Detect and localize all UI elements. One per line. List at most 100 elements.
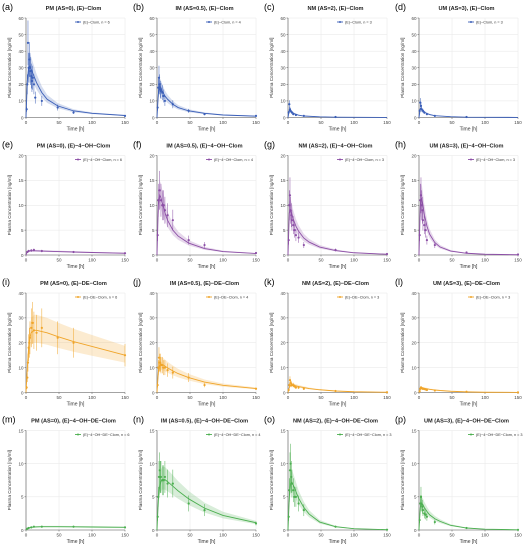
data-point: [465, 390, 468, 393]
y-tick-label: 0: [414, 528, 417, 533]
legend-marker: [208, 21, 210, 23]
x-axis-label: Time [h]: [460, 402, 478, 408]
data-point: [35, 331, 38, 334]
y-tick-label: 30: [280, 316, 286, 321]
y-tick-label: 5: [414, 228, 417, 233]
legend-label: (E)−4−OH−Clom, n = 3: [476, 158, 515, 162]
data-point: [297, 502, 300, 505]
x-tick-label: 0: [287, 395, 290, 400]
data-point: [433, 114, 436, 117]
data-point: [287, 238, 290, 242]
data-point: [72, 525, 75, 528]
y-tick-label: 15: [18, 178, 24, 183]
legend-marker: [77, 158, 79, 161]
y-tick-label: 50: [149, 32, 155, 37]
y-tick-label: 0: [21, 115, 24, 120]
y-tick-label: 0: [283, 528, 286, 533]
panel-letter: (o): [264, 415, 275, 425]
y-tick-label: 30: [280, 66, 286, 71]
data-point: [289, 109, 292, 112]
data-point: [171, 103, 174, 106]
x-tick-label: 50: [449, 533, 455, 538]
data-point: [290, 482, 294, 485]
legend-label: (E)−DE−Clom, n = 6: [83, 295, 117, 299]
y-tick-label: 30: [149, 316, 155, 321]
x-tick-label: 50: [56, 258, 62, 263]
data-point: [162, 204, 165, 207]
panel-letter: (h): [395, 140, 406, 150]
data-point: [157, 199, 160, 202]
y-tick-label: 10: [280, 461, 286, 466]
data-point: [385, 528, 389, 531]
x-tick-label: 150: [252, 533, 260, 538]
y-tick-label: 20: [280, 341, 286, 346]
data-point: [418, 518, 421, 522]
y-tick-label: 10: [18, 365, 24, 370]
y-axis-label: Plasma Concentration [ng/ml]: [269, 313, 274, 373]
x-tick-label: 100: [219, 395, 227, 400]
y-tick-label: 20: [280, 153, 286, 158]
x-tick-label: 50: [318, 533, 324, 538]
x-axis-label: Time [h]: [329, 264, 347, 270]
x-tick-label: 0: [25, 533, 28, 538]
data-point: [418, 390, 421, 393]
data-point: [297, 236, 300, 239]
x-tick-label: 100: [88, 120, 96, 125]
y-tick-label: 40: [18, 291, 24, 296]
confidence-band: [419, 183, 518, 255]
legend-label: (E)−Clom, n = 3: [476, 20, 503, 24]
y-tick-label: 5: [283, 495, 286, 500]
y-tick-label: 15: [18, 428, 24, 433]
data-point: [171, 371, 174, 374]
y-tick-label: 60: [18, 16, 24, 21]
data-point: [294, 495, 298, 498]
y-tick-label: 40: [149, 291, 155, 296]
y-tick-label: 0: [152, 115, 155, 120]
x-tick-label: 150: [383, 258, 391, 263]
y-tick-label: 15: [411, 178, 417, 183]
y-tick-label: 0: [414, 115, 417, 120]
data-point: [254, 522, 258, 525]
data-point: [32, 329, 36, 332]
data-point: [203, 383, 206, 387]
panel-title: NM (AS=2), (E)−DE−Clom: [302, 281, 369, 287]
data-point: [30, 249, 33, 252]
y-axis-label: Plasma Concentration [ng/ml]: [7, 450, 12, 510]
legend-label: (E)−Clom, n = 4: [214, 20, 241, 24]
x-tick-label: 150: [252, 258, 260, 263]
y-tick-label: 5: [21, 228, 24, 233]
confidence-band: [157, 78, 256, 118]
x-tick-label: 150: [514, 533, 522, 538]
data-point: [419, 104, 423, 107]
data-point: [56, 336, 59, 339]
panel-title: NM (AS=2), (E)−Clom: [308, 6, 364, 12]
data-point: [25, 108, 28, 111]
y-axis-label: Plasma Concentration [ng/ml]: [138, 450, 143, 510]
x-axis-label: Time [h]: [198, 264, 216, 270]
data-point: [40, 326, 43, 329]
data-point: [385, 391, 389, 394]
x-tick-label: 100: [219, 258, 227, 263]
y-tick-label: 20: [149, 341, 155, 346]
panel-letter: (e): [2, 140, 13, 150]
x-tick-label: 100: [88, 258, 96, 263]
y-axis-label: Plasma Concentration [ng/ml]: [269, 175, 274, 235]
x-tick-label: 50: [56, 395, 62, 400]
y-tick-label: 10: [411, 365, 417, 370]
x-axis-label: Time [h]: [460, 539, 478, 545]
y-tick-label: 20: [411, 153, 417, 158]
y-axis-label: Plasma Concentration [ng/ml]: [138, 38, 143, 98]
x-tick-label: 0: [418, 120, 421, 125]
y-axis-label: Plasma Concentration [ng/ml]: [138, 313, 143, 373]
data-point: [56, 106, 59, 109]
x-tick-label: 0: [25, 258, 28, 263]
data-point: [40, 249, 43, 253]
data-point: [433, 520, 436, 524]
y-axis-label: Plasma Concentration [ng/ml]: [7, 175, 12, 235]
legend-marker: [208, 433, 210, 436]
y-tick-label: 0: [21, 390, 24, 395]
y-tick-label: 0: [21, 253, 24, 258]
x-tick-label: 0: [156, 120, 159, 125]
panel-a: (a) PM (AS=0), (E)−Clom 0 10 20 30 40 50 60 0 50 10…: [2, 2, 129, 133]
data-point: [187, 238, 190, 242]
